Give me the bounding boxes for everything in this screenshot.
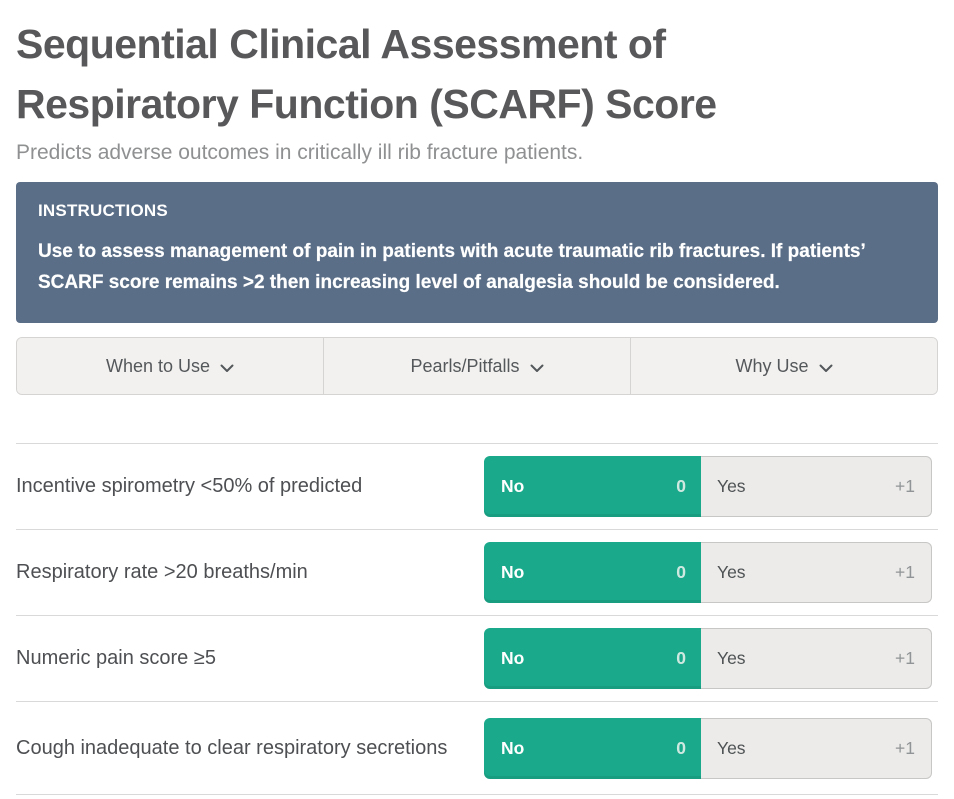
chevron-down-icon [819, 357, 833, 378]
chevron-down-icon [530, 357, 544, 378]
option-points: 0 [676, 648, 686, 668]
tab-label: Why Use [735, 355, 809, 376]
tab-label: Pearls/Pitfalls [410, 355, 520, 376]
chevron-down-icon [220, 357, 234, 378]
option-label: Yes [717, 476, 746, 496]
option-yes-button[interactable]: Yes +1 [701, 456, 932, 517]
option-yes-button[interactable]: Yes +1 [701, 542, 932, 603]
option-yes-button[interactable]: Yes +1 [701, 628, 932, 689]
question-row-incentive-spirometry: Incentive spirometry <50% of predicted N… [16, 443, 938, 529]
instructions-panel: INSTRUCTIONS Use to assess management of… [16, 182, 938, 323]
tab-when-to-use[interactable]: When to Use [17, 338, 324, 394]
instructions-heading: INSTRUCTIONS [38, 201, 168, 220]
header: Sequential Clinical Assessment of Respir… [16, 14, 938, 165]
option-points: 0 [676, 476, 686, 496]
option-no-button[interactable]: No 0 [484, 456, 701, 517]
answer-toggle: No 0 Yes +1 [484, 542, 932, 603]
info-tabs: When to Use Pearls/Pitfalls Why Use [16, 337, 938, 395]
option-no-button[interactable]: No 0 [484, 717, 701, 779]
option-label: Yes [717, 562, 746, 582]
question-label: Respiratory rate >20 breaths/min [16, 561, 308, 583]
option-label: No [501, 562, 525, 582]
question-row-respiratory-rate: Respiratory rate >20 breaths/min No 0 Ye… [16, 529, 938, 615]
option-points: +1 [895, 562, 915, 582]
option-label: Yes [717, 737, 746, 758]
answer-toggle: No 0 Yes +1 [484, 456, 932, 517]
question-label: Numeric pain score ≥5 [16, 647, 216, 669]
option-label: No [501, 648, 525, 668]
page-title: Sequential Clinical Assessment of Respir… [16, 21, 717, 127]
answer-toggle: No 0 Yes +1 [484, 717, 932, 779]
tab-label: When to Use [105, 355, 211, 376]
option-points: 0 [676, 562, 686, 582]
option-label: No [501, 476, 525, 496]
option-yes-button[interactable]: Yes +1 [701, 717, 932, 779]
question-row-pain-score: Numeric pain score ≥5 No 0 Yes +1 [16, 615, 938, 701]
option-points: +1 [895, 648, 915, 668]
question-row-cough: Cough inadequate to clear respiratory se… [16, 701, 938, 795]
instructions-body: Use to assess management of pain in pati… [38, 241, 865, 293]
question-label: Cough inadequate to clear respiratory se… [16, 736, 448, 759]
question-label: Incentive spirometry <50% of predicted [16, 475, 363, 497]
tab-why-use[interactable]: Why Use [631, 338, 937, 394]
answer-toggle: No 0 Yes +1 [484, 628, 932, 689]
option-label: No [501, 737, 525, 758]
tab-pearls-pitfalls[interactable]: Pearls/Pitfalls [324, 338, 631, 394]
option-no-button[interactable]: No 0 [484, 542, 701, 603]
option-points: 0 [676, 737, 686, 758]
option-label: Yes [717, 648, 746, 668]
questions-list: Incentive spirometry <50% of predicted N… [16, 443, 938, 795]
option-no-button[interactable]: No 0 [484, 628, 701, 689]
page-subtitle: Predicts adverse outcomes in critically … [16, 141, 584, 164]
option-points: +1 [895, 476, 915, 496]
option-points: +1 [895, 737, 915, 758]
